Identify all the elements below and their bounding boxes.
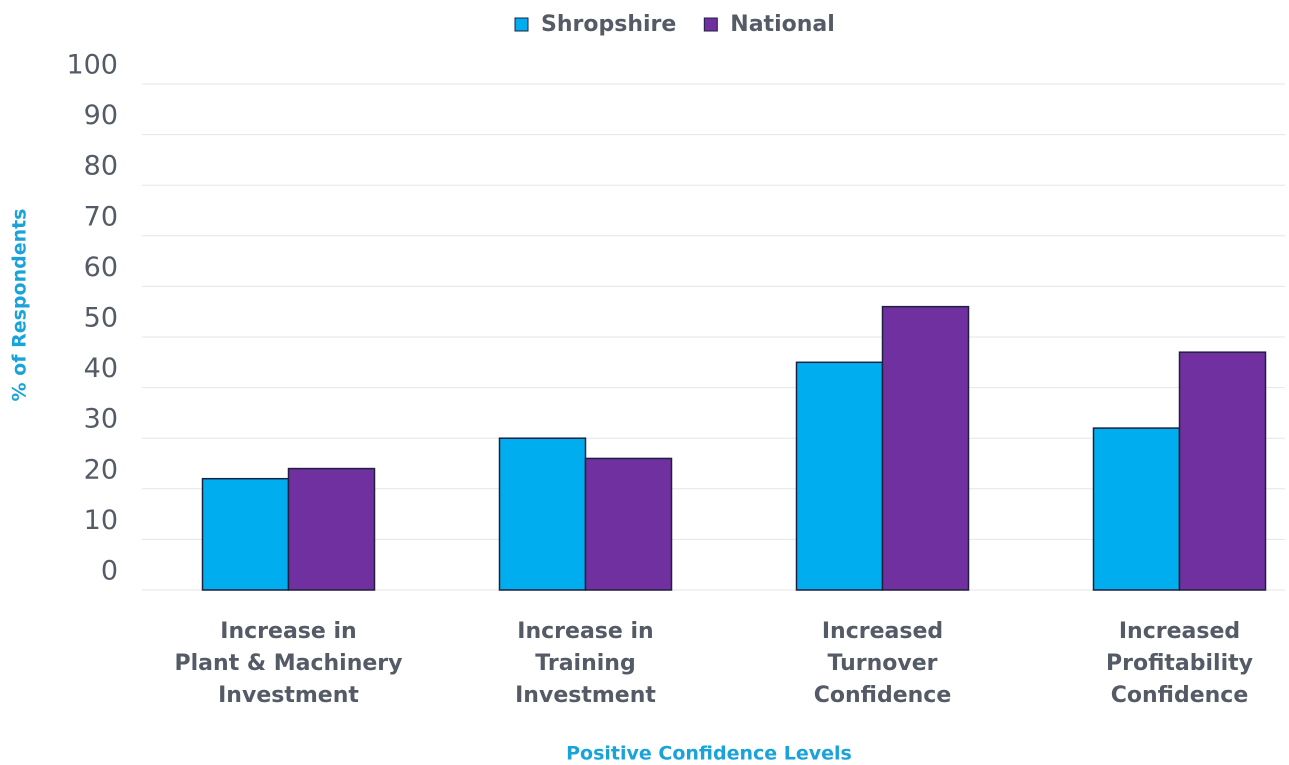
y-tick-label: 90: [84, 100, 118, 131]
bar: [498, 437, 587, 591]
x-tick-label: Increase in Plant & Machinery Investment: [174, 619, 403, 708]
x-tick-label: Increased Profitability Confidence: [1106, 619, 1253, 708]
bar: [201, 477, 290, 591]
y-tick-label: 50: [84, 303, 118, 334]
legend-label: Shropshire: [541, 12, 676, 37]
y-tick-label: 40: [84, 353, 118, 384]
x-tick-label: Increase in Training Investment: [515, 619, 656, 708]
bar: [795, 361, 884, 591]
y-axis-label: % of Respondents: [9, 209, 31, 402]
y-tick-label: 30: [84, 404, 118, 435]
x-axis-label: Positive Confidence Levels: [566, 743, 852, 765]
y-tick-label: 20: [84, 454, 118, 485]
x-tick-label: Increased Turnover Confidence: [813, 619, 952, 708]
bar: [1178, 351, 1267, 591]
y-tick-label: 60: [84, 252, 118, 283]
y-tick-label: 70: [84, 201, 118, 232]
legend-swatch: [703, 17, 718, 32]
y-tick-label: 80: [84, 151, 118, 182]
y-tick-label: 10: [84, 505, 118, 536]
bar: [287, 467, 376, 591]
y-tick-label: 100: [66, 50, 118, 81]
y-tick-label: 0: [101, 556, 118, 587]
legend-label: National: [730, 12, 834, 37]
legend-swatch: [514, 17, 529, 32]
bar: [584, 457, 673, 591]
bar: [1092, 427, 1181, 591]
bar: [881, 305, 970, 591]
